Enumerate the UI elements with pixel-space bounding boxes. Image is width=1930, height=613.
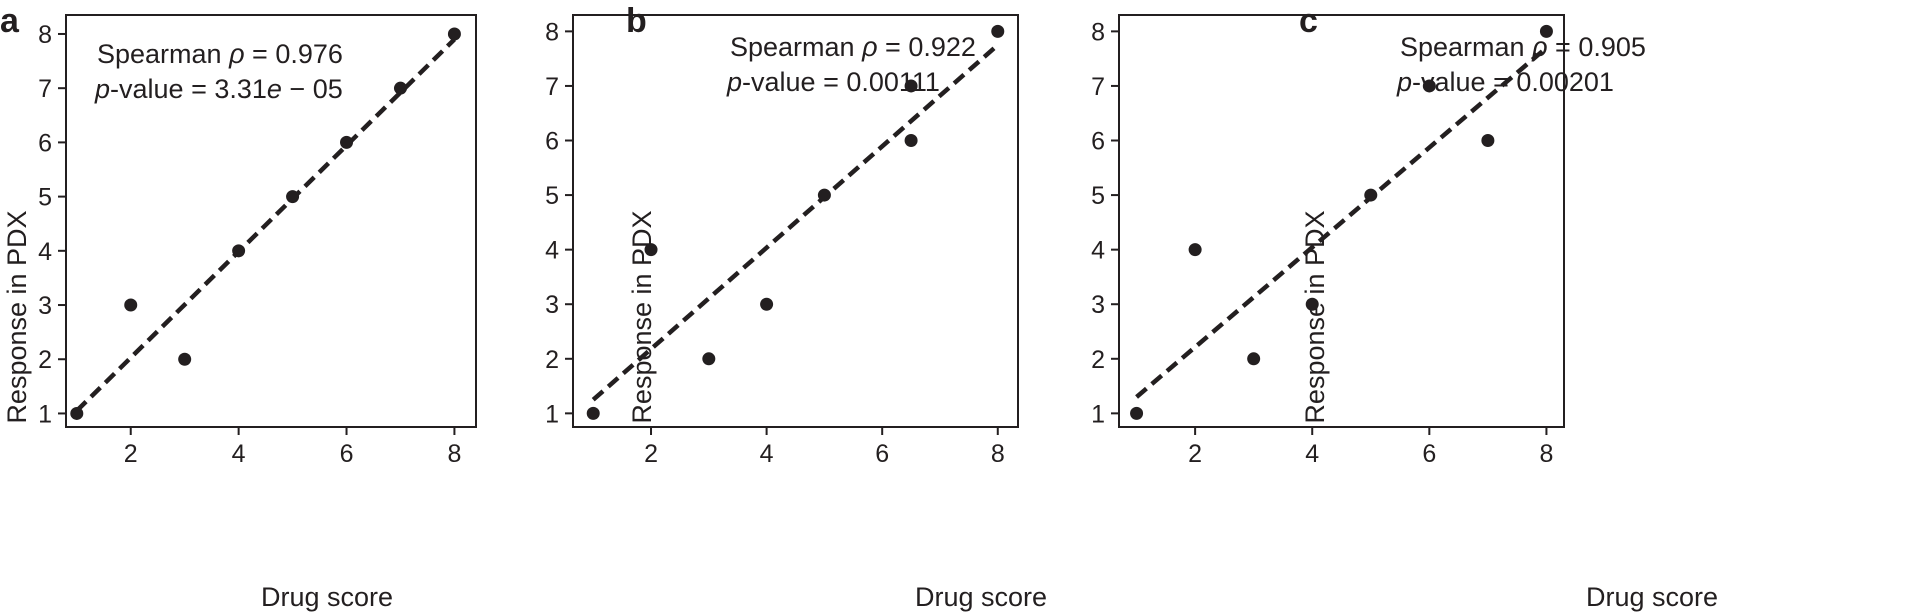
fit-line — [1135, 46, 1548, 399]
x-axis-label: Drug score — [261, 582, 393, 612]
y-tick-label: 1 — [38, 400, 52, 428]
data-point — [447, 27, 461, 41]
stat-line-2: p-value = 0.00201 — [1396, 67, 1614, 97]
y-tick-label: 6 — [1091, 128, 1105, 156]
data-point — [1364, 188, 1378, 202]
data-point — [1481, 134, 1495, 148]
x-tick-label: 4 — [760, 440, 774, 468]
x-tick-label: 4 — [1305, 440, 1319, 468]
x-tick-label: 8 — [1539, 440, 1553, 468]
y-tick-label: 5 — [545, 182, 559, 210]
data-point — [991, 24, 1005, 38]
stat-line-1: Spearman ρ = 0.976 — [97, 39, 343, 69]
plot-frame — [572, 14, 1019, 428]
data-point — [1305, 297, 1319, 311]
y-tick-label: 6 — [38, 129, 52, 157]
y-tick-label: 2 — [545, 346, 559, 374]
data-point — [178, 352, 192, 366]
data-point — [340, 135, 354, 149]
y-tick-label: 1 — [1091, 400, 1105, 428]
y-tick-label: 4 — [38, 238, 52, 266]
panel-letter: a — [0, 2, 20, 40]
x-tick-label: 6 — [1422, 440, 1436, 468]
panel-letter: b — [626, 2, 647, 40]
plot-area: 2 4 6 8 1 2 3 4 5 6 7 8 — [1091, 14, 1565, 468]
fit-line — [591, 43, 1000, 402]
panel-letter: c — [1299, 2, 1318, 40]
data-point — [817, 188, 831, 202]
y-tick-label: 4 — [545, 237, 559, 265]
data-point — [586, 406, 600, 420]
data-point — [232, 244, 246, 258]
y-tick-label: 3 — [1091, 291, 1105, 319]
data-point — [124, 298, 138, 312]
y-tick-label: 5 — [38, 184, 52, 212]
data-point — [702, 352, 716, 366]
y-tick-label: 8 — [38, 21, 52, 49]
y-tick-label: 5 — [1091, 182, 1105, 210]
data-point — [1188, 243, 1202, 257]
x-axis-label: Drug score — [915, 582, 1047, 612]
data-point — [1247, 352, 1261, 366]
x-tick-label: 2 — [1188, 440, 1202, 468]
x-tick-label: 2 — [124, 440, 138, 468]
stat-line-2: p-value = 0.00111 — [726, 67, 940, 97]
y-axis-label: Response in PDX — [1300, 210, 1330, 423]
fit-line — [75, 37, 456, 413]
y-tick-label: 4 — [1091, 237, 1105, 265]
y-axis-label: Response in PDX — [2, 210, 32, 423]
x-tick-label: 6 — [875, 440, 889, 468]
y-tick-label: 2 — [1091, 346, 1105, 374]
y-tick-label: 8 — [545, 18, 559, 46]
data-point — [904, 79, 918, 93]
x-tick-label: 8 — [991, 440, 1005, 468]
y-tick-label: 6 — [545, 128, 559, 156]
data-point — [1130, 406, 1144, 420]
y-axis-label: Response in PDX — [627, 210, 657, 423]
stat-line-1: Spearman ρ = 0.922 — [730, 32, 976, 62]
y-tick-label: 7 — [545, 73, 559, 101]
x-tick-label: 8 — [447, 440, 461, 468]
panel-a: a Response in PDX Drug score 2 4 6 8 1 2 3 4 5 6 7… — [0, 2, 477, 612]
plot-area: 2 4 6 8 1 2 3 4 5 6 7 8 — [545, 14, 1019, 468]
y-tick-label: 8 — [1091, 18, 1105, 46]
data-point — [1422, 79, 1436, 93]
data-point — [644, 243, 658, 257]
plot-frame — [1118, 14, 1565, 428]
data-point — [286, 190, 300, 204]
y-tick-label: 2 — [38, 346, 52, 374]
data-point — [760, 297, 774, 311]
data-point — [1539, 24, 1553, 38]
plot-area: 2 4 6 8 1 2 3 4 5 6 7 8 — [38, 14, 477, 468]
y-tick-label: 1 — [545, 400, 559, 428]
x-tick-label: 4 — [232, 440, 246, 468]
data-point — [393, 81, 407, 95]
y-tick-label: 3 — [545, 291, 559, 319]
stat-line-2: p-value = 3.31e − 05 — [94, 74, 343, 104]
y-tick-label: 3 — [38, 292, 52, 320]
panel-c: c Response in PDX Drug score 2 4 6 8 1 2 3 4 5 6 7… — [1091, 2, 1718, 612]
data-point — [70, 406, 84, 420]
plot-frame — [65, 14, 477, 428]
panel-b: b Response in PDX Drug score 2 4 6 8 1 2 3 4 5 6 7… — [545, 2, 1047, 612]
stat-line-1: Spearman ρ = 0.905 — [1400, 32, 1646, 62]
x-tick-label: 2 — [644, 440, 658, 468]
y-tick-label: 7 — [38, 75, 52, 103]
y-tick-label: 7 — [1091, 73, 1105, 101]
x-tick-label: 6 — [340, 440, 354, 468]
data-point — [904, 134, 918, 148]
x-axis-label: Drug score — [1586, 582, 1718, 612]
